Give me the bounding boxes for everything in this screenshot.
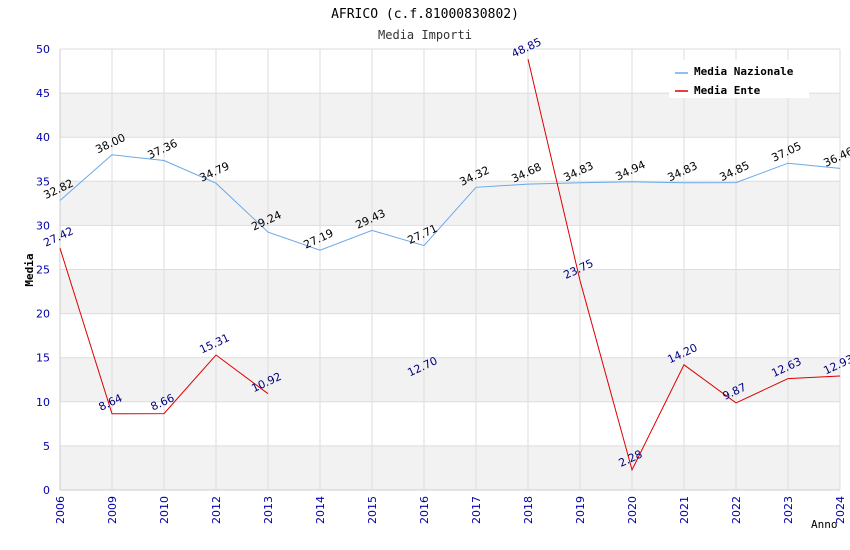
x-tick-label: 2013 bbox=[262, 496, 275, 524]
plot-band bbox=[60, 225, 840, 270]
chart-subtitle: Media Importi bbox=[378, 28, 472, 42]
y-tick-label: 30 bbox=[36, 219, 50, 232]
x-tick-label: 2021 bbox=[678, 496, 691, 524]
x-tick-label: 2012 bbox=[210, 496, 223, 524]
legend-label-ente: Media Ente bbox=[694, 84, 761, 97]
y-tick-label: 45 bbox=[36, 87, 50, 100]
plot-band bbox=[60, 181, 840, 226]
y-tick-label: 15 bbox=[36, 352, 50, 365]
plot-band bbox=[60, 269, 840, 314]
y-tick-label: 20 bbox=[36, 308, 50, 321]
x-tick-label: 2017 bbox=[470, 496, 483, 524]
y-tick-label: 10 bbox=[36, 396, 50, 409]
plot-band bbox=[60, 401, 840, 446]
y-tick-label: 35 bbox=[36, 175, 50, 188]
y-tick-label: 40 bbox=[36, 131, 50, 144]
x-tick-label: 2020 bbox=[626, 496, 639, 524]
x-tick-label: 2010 bbox=[158, 496, 171, 524]
x-tick-label: 2016 bbox=[418, 496, 431, 524]
legend-label-nazionale: Media Nazionale bbox=[694, 65, 794, 78]
axes: 0 5 10 15 20 25 30 35 40 45 50 2006 2009 2010 2012 2013… bbox=[36, 43, 847, 524]
y-tick-label: 25 bbox=[36, 264, 50, 277]
plot-band bbox=[60, 357, 840, 402]
series-line-media-ente bbox=[59, 248, 269, 415]
x-tick-label: 2024 bbox=[834, 496, 847, 524]
y-axis-label: Media bbox=[23, 253, 36, 286]
series-layer bbox=[59, 58, 841, 472]
x-tick-label: 2006 bbox=[54, 496, 67, 524]
plot-band bbox=[60, 445, 840, 490]
x-tick-label: 2018 bbox=[522, 496, 535, 524]
legend-box bbox=[669, 60, 809, 98]
x-tick-label: 2023 bbox=[782, 496, 795, 524]
plot-band bbox=[60, 137, 840, 182]
y-tick-label: 50 bbox=[36, 43, 50, 56]
plot-background-bands bbox=[60, 49, 840, 490]
y-tick-label: 0 bbox=[43, 484, 50, 497]
y-tick-label: 5 bbox=[43, 440, 50, 453]
x-tick-label: 2009 bbox=[106, 496, 119, 524]
plot-band bbox=[60, 313, 840, 358]
x-axis-label: Anno bbox=[811, 518, 838, 531]
x-tick-label: 2014 bbox=[314, 496, 327, 524]
chart-title: AFRICO (c.f.81000830802) bbox=[331, 7, 519, 22]
x-tick-label: 2015 bbox=[366, 496, 379, 524]
x-tick-label: 2022 bbox=[730, 496, 743, 524]
x-tick-label: 2019 bbox=[574, 496, 587, 524]
legend: Media Nazionale Media Ente bbox=[669, 60, 809, 98]
series-line-media-ente bbox=[527, 58, 841, 472]
plot-band bbox=[60, 93, 840, 138]
series-line-media-nazionale bbox=[59, 154, 841, 251]
